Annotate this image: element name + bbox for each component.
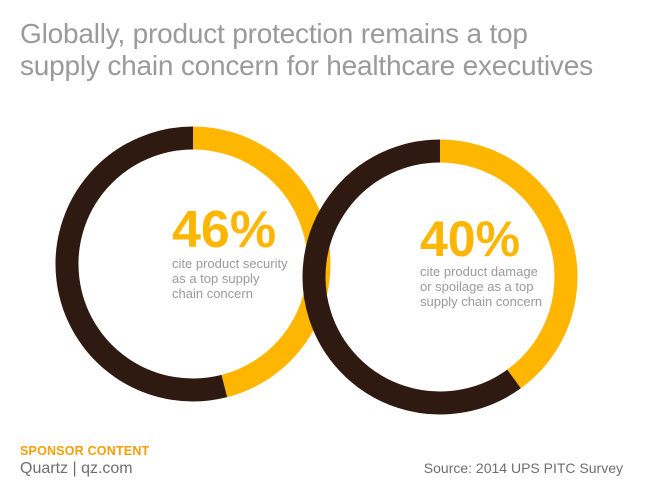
brand-label: Quartz | qz.com <box>20 460 133 477</box>
stat-desc-product-security-line-3: chain concern <box>172 286 253 301</box>
stat-desc-product-damage-line-3: supply chain concern <box>420 294 542 309</box>
stat-desc-product-security-line-1: cite product security <box>172 256 288 271</box>
stat-desc-product-security-line-2: as a top supply <box>172 271 260 286</box>
stat-desc-product-damage-line-2: or spoilage as a top <box>420 279 533 294</box>
donut-slice-product-damage-remainder <box>302 139 521 415</box>
stat-desc-product-damage-line-1: cite product damage <box>420 264 538 279</box>
chart-title-line-1: Globally, product protection remains a t… <box>20 18 528 49</box>
chart-title: Globally, product protection remains a t… <box>20 18 635 82</box>
donut-slice-product-damage-share <box>439 139 578 389</box>
donut-slice-product-security-remainder <box>55 126 228 402</box>
donut-chart-product-damage <box>302 139 578 415</box>
stat-value-product-damage: 40% <box>420 211 520 267</box>
stat-value-product-security: 46% <box>172 201 276 259</box>
source-label: Source: 2014 UPS PITC Survey <box>423 460 623 476</box>
sponsor-label: SPONSOR CONTENT <box>20 444 150 458</box>
chart-title-line-2: supply chain concern for healthcare exec… <box>20 50 593 81</box>
